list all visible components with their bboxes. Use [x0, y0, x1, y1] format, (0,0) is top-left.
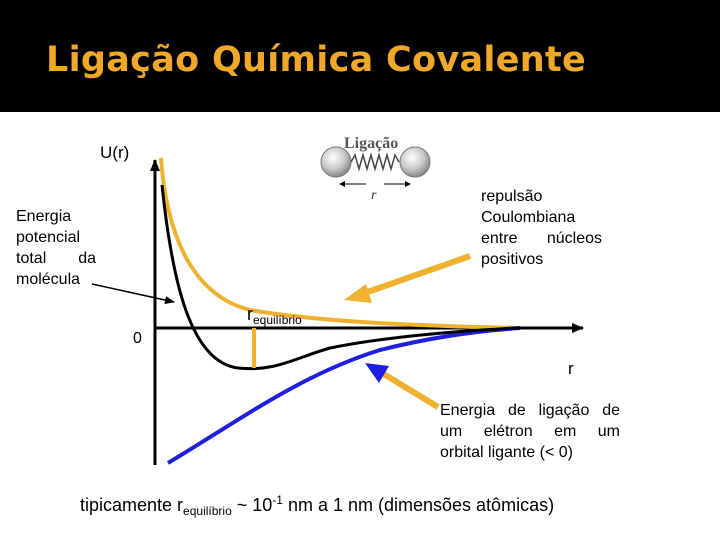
repulsion-arrow — [344, 253, 471, 303]
footer-note: tipicamente requilíbrio ~ 10-1 nm a 1 nm… — [80, 493, 555, 518]
attraction-curve — [166, 326, 521, 465]
bond-inset: Ligação r — [320, 135, 431, 203]
repulsion-label: repulsão Coulombiana entre núcleos posit… — [481, 186, 602, 270]
footer-prefix: tipicamente r — [80, 495, 184, 515]
y-axis-label: U(r) — [100, 143, 130, 162]
total-energy-line-3: total da — [16, 250, 96, 267]
repulsion-line-4: positivos — [481, 251, 544, 268]
total-energy-label: Energia potencial total da molécula — [16, 206, 96, 290]
bond-distance-label: r — [371, 188, 377, 203]
title-bar: Ligação Química Covalente — [0, 0, 720, 112]
total-energy-line-1: Energia — [16, 208, 72, 225]
atom-right — [399, 146, 431, 178]
repulsion-line-3: entre núcleos — [481, 230, 602, 247]
repulsion-line-2: Coulombiana — [481, 209, 576, 226]
footer-sup: -1 — [272, 493, 283, 507]
bond-energy-line-3: orbital ligante (< 0) — [440, 444, 573, 461]
x-axis-label: r — [568, 359, 574, 378]
bond-energy-line-1: Energia de ligação de — [440, 402, 620, 419]
total-energy-line-2: potencial — [16, 229, 81, 246]
equilibrium-r: r — [247, 304, 253, 324]
footer-suffix: nm a 1 nm (dimensões atômicas) — [282, 495, 555, 515]
repulsion-curve — [159, 157, 521, 330]
bond-energy-line-2: um elétron em um — [440, 423, 620, 440]
inset-title: Ligação — [344, 135, 398, 152]
footer-sub: equilíbrio — [183, 504, 232, 518]
bond-energy-label: Energia de ligação de um elétron em um o… — [440, 400, 620, 463]
equilibrium-sub: equilíbrio — [253, 313, 302, 327]
atom-left — [320, 146, 352, 178]
total-energy-curve — [160, 184, 521, 371]
repulsion-line-1: repulsão — [481, 188, 543, 205]
slide-title: Ligação Química Covalente — [46, 40, 587, 80]
bond-energy-arrow — [365, 363, 440, 410]
equilibrium-label: requilíbrio — [247, 304, 302, 327]
total-energy-line-4: molécula — [16, 271, 81, 288]
footer-middle: ~ 10 — [231, 495, 273, 515]
bond-spring — [350, 152, 400, 172]
total-energy-pointer — [91, 283, 175, 304]
origin-label: 0 — [133, 330, 142, 347]
